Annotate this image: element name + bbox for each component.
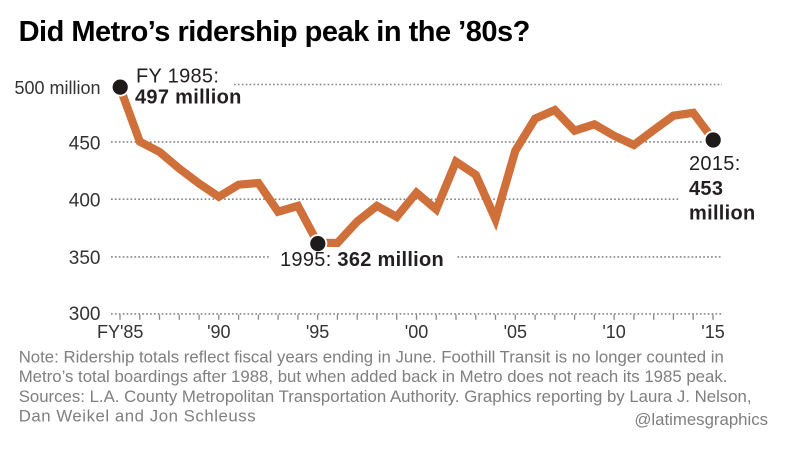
svg-text:497 million: 497 million (135, 87, 242, 109)
svg-text:Did Metro’s ridership peak in: Did Metro’s ridership peak in the ’80s? (19, 16, 530, 48)
svg-text:Note: Ridership totals reflect: Note: Ridership totals reflect fiscal ye… (19, 347, 724, 366)
svg-text:'05: '05 (504, 322, 527, 342)
svg-text:Metro’s total boardings after: Metro’s total boardings after 1988, but … (19, 367, 728, 386)
svg-text:Sources: L.A. County Metropoli: Sources: L.A. County Metropolitan Transp… (19, 387, 752, 406)
svg-text:350: 350 (69, 248, 101, 269)
svg-text:'10: '10 (602, 322, 625, 342)
svg-text:'90: '90 (207, 322, 230, 342)
svg-text:'95: '95 (306, 322, 329, 342)
svg-text:Dan Weikel and Jon Schleuss: Dan Weikel and Jon Schleuss (19, 406, 256, 425)
svg-text:1995: 362 million: 1995: 362 million (280, 249, 444, 271)
svg-text:@latimesgraphics: @latimesgraphics (634, 410, 768, 429)
svg-text:FY'85: FY'85 (97, 322, 143, 342)
svg-text:FY 1985:: FY 1985: (136, 66, 219, 88)
svg-text:million: million (689, 203, 756, 225)
svg-text:300: 300 (69, 304, 101, 325)
svg-text:'15: '15 (701, 322, 724, 342)
svg-text:400: 400 (69, 190, 101, 211)
svg-text:'00: '00 (405, 322, 428, 342)
svg-text:450: 450 (69, 133, 101, 154)
svg-text:2015:: 2015: (689, 153, 741, 175)
svg-text:500 million: 500 million (14, 78, 100, 98)
svg-text:453: 453 (689, 178, 723, 200)
